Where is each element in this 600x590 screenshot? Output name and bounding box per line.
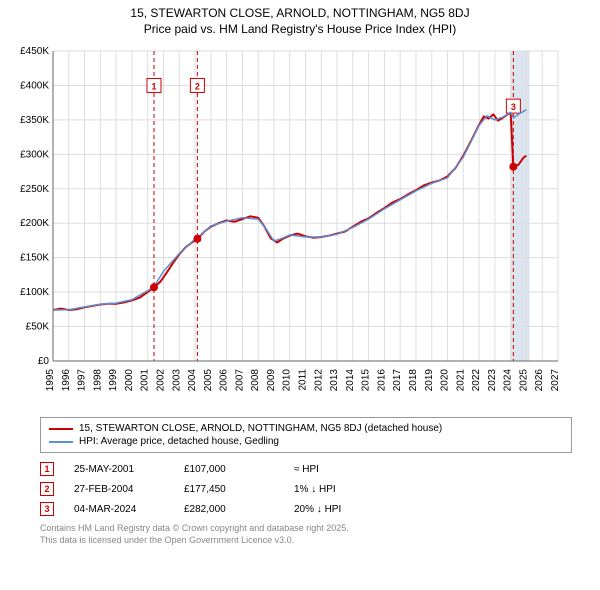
- svg-text:2024: 2024: [503, 369, 514, 392]
- svg-text:£150K: £150K: [20, 253, 49, 264]
- svg-text:£200K: £200K: [20, 218, 49, 229]
- event-row: 1 25-MAY-2001 £107,000 ≈ HPI: [40, 459, 572, 479]
- event-date: 04-MAR-2024: [74, 504, 164, 515]
- svg-text:2025: 2025: [518, 369, 529, 392]
- legend-swatch: [49, 428, 73, 430]
- svg-text:2013: 2013: [329, 369, 340, 392]
- svg-text:2026: 2026: [534, 369, 545, 392]
- legend-row: 15, STEWARTON CLOSE, ARNOLD, NOTTINGHAM,…: [49, 422, 563, 435]
- title-line-2: Price paid vs. HM Land Registry's House …: [8, 22, 592, 38]
- legend-row: HPI: Average price, detached house, Gedl…: [49, 435, 563, 448]
- chart-container: 15, STEWARTON CLOSE, ARNOLD, NOTTINGHAM,…: [0, 0, 600, 557]
- legend-swatch: [49, 441, 73, 443]
- svg-text:£350K: £350K: [20, 115, 49, 126]
- legend-box: 15, STEWARTON CLOSE, ARNOLD, NOTTINGHAM,…: [40, 417, 572, 453]
- svg-text:2: 2: [195, 82, 200, 92]
- event-price: £282,000: [184, 504, 274, 515]
- footer-line-1: Contains HM Land Registry data © Crown c…: [40, 523, 572, 535]
- svg-text:1997: 1997: [77, 369, 88, 392]
- svg-text:2004: 2004: [187, 369, 198, 392]
- event-marker-box: 2: [40, 482, 54, 496]
- legend-label: HPI: Average price, detached house, Gedl…: [79, 436, 279, 447]
- title-line-1: 15, STEWARTON CLOSE, ARNOLD, NOTTINGHAM,…: [8, 6, 592, 22]
- svg-text:2008: 2008: [250, 369, 261, 392]
- svg-text:2023: 2023: [487, 369, 498, 392]
- svg-text:2005: 2005: [203, 369, 214, 392]
- event-date: 27-FEB-2004: [74, 484, 164, 495]
- svg-text:£300K: £300K: [20, 150, 49, 161]
- svg-text:2001: 2001: [140, 369, 151, 392]
- svg-text:1995: 1995: [45, 369, 56, 392]
- svg-text:1999: 1999: [108, 369, 119, 392]
- event-relative: 1% ↓ HPI: [294, 484, 336, 495]
- svg-text:2016: 2016: [376, 369, 387, 392]
- svg-text:2011: 2011: [298, 369, 309, 391]
- svg-text:£250K: £250K: [20, 184, 49, 195]
- event-price: £107,000: [184, 464, 274, 475]
- svg-text:2015: 2015: [361, 369, 372, 392]
- svg-text:£50K: £50K: [26, 322, 50, 333]
- event-relative: 20% ↓ HPI: [294, 504, 341, 515]
- svg-text:1996: 1996: [61, 369, 72, 392]
- event-relative: ≈ HPI: [294, 464, 319, 475]
- svg-text:2019: 2019: [424, 369, 435, 392]
- event-marker-box: 3: [40, 502, 54, 516]
- events-table: 1 25-MAY-2001 £107,000 ≈ HPI 2 27-FEB-2004 £17…: [40, 459, 572, 519]
- svg-text:2022: 2022: [471, 369, 482, 392]
- chart-area: 1 2 3 £0 £50K £100K £150K £200K £250K £300K £350K £…: [8, 41, 592, 411]
- svg-text:2009: 2009: [266, 369, 277, 392]
- svg-text:3: 3: [511, 102, 516, 112]
- event-date: 25-MAY-2001: [74, 464, 164, 475]
- svg-text:1998: 1998: [92, 369, 103, 392]
- svg-text:2010: 2010: [282, 369, 293, 392]
- event-marker-box: 1: [40, 462, 54, 476]
- svg-text:2027: 2027: [550, 369, 561, 392]
- svg-text:2020: 2020: [440, 369, 451, 392]
- legend-label: 15, STEWARTON CLOSE, ARNOLD, NOTTINGHAM,…: [79, 423, 442, 434]
- svg-text:2014: 2014: [345, 369, 356, 392]
- svg-text:2021: 2021: [455, 369, 466, 392]
- svg-text:£450K: £450K: [20, 46, 49, 57]
- event-row: 2 27-FEB-2004 £177,450 1% ↓ HPI: [40, 479, 572, 499]
- event-price: £177,450: [184, 484, 274, 495]
- svg-text:2006: 2006: [219, 369, 230, 392]
- chart-title: 15, STEWARTON CLOSE, ARNOLD, NOTTINGHAM,…: [8, 6, 592, 37]
- svg-text:£400K: £400K: [20, 81, 49, 92]
- svg-text:2000: 2000: [124, 369, 135, 392]
- footer-line-2: This data is licensed under the Open Gov…: [40, 535, 572, 547]
- svg-text:1: 1: [151, 82, 156, 92]
- svg-text:2018: 2018: [408, 369, 419, 392]
- svg-text:2017: 2017: [392, 369, 403, 392]
- svg-text:2003: 2003: [171, 369, 182, 392]
- chart-svg: 1 2 3 £0 £50K £100K £150K £200K £250K £300K £350K £…: [8, 41, 568, 411]
- svg-text:2002: 2002: [155, 369, 166, 392]
- svg-text:2007: 2007: [234, 369, 245, 392]
- svg-text:£100K: £100K: [20, 287, 49, 298]
- footer-text: Contains HM Land Registry data © Crown c…: [40, 523, 572, 546]
- svg-text:2012: 2012: [313, 369, 324, 392]
- event-row: 3 04-MAR-2024 £282,000 20% ↓ HPI: [40, 499, 572, 519]
- svg-text:£0: £0: [38, 356, 50, 367]
